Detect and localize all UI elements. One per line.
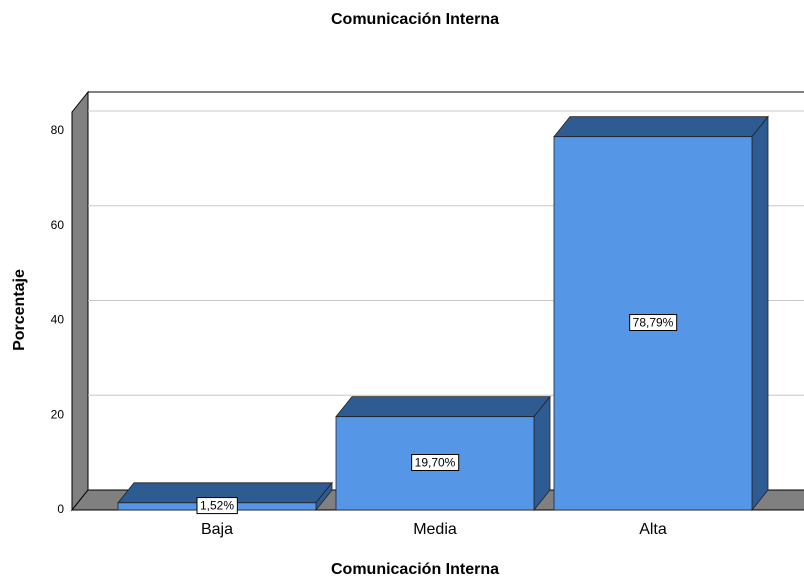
bar-side (533, 395, 551, 512)
bar (335, 416, 535, 511)
y-tick-label: 40 (51, 313, 65, 327)
x-tick-label: Media (413, 521, 457, 538)
y-tick-label: 0 (57, 502, 64, 516)
value-label: 78,79% (633, 316, 674, 330)
x-axis-label: Comunicación Interna (331, 561, 499, 578)
value-label: 1,52% (200, 499, 234, 513)
value-label-box (411, 454, 460, 472)
bar-side (751, 115, 769, 512)
bar-top (335, 396, 551, 418)
x-tick-label: Baja (201, 521, 233, 538)
chart-title: Comunicación Interna (331, 11, 499, 28)
left-wall (71, 90, 89, 512)
y-tick-label: 20 (51, 407, 65, 421)
value-label-box (196, 497, 238, 515)
bar-top (553, 116, 769, 138)
y-tick-label: 60 (51, 218, 65, 232)
y-axis-label: Porcentaje (11, 269, 28, 351)
value-label-box (629, 314, 678, 332)
y-tick-label: 80 (51, 123, 65, 137)
x-tick-label: Alta (639, 521, 667, 538)
value-label: 19,70% (415, 456, 456, 470)
